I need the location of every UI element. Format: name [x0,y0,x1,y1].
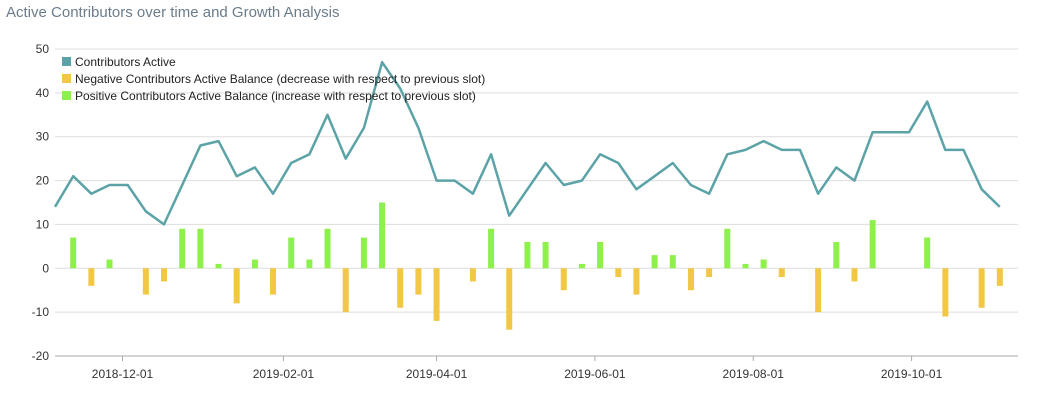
negative-balance-bar [270,268,277,295]
positive-balance-bar [70,237,77,269]
positive-balance-bar [324,228,331,269]
negative-balance-bar [687,268,694,291]
negative-balance-bar [706,268,713,278]
legend-label: Contributors Active [75,55,176,69]
negative-balance-bar [142,268,149,295]
positive-balance-bar [288,237,295,269]
chart-title: Active Contributors over time and Growth… [6,4,340,21]
negative-balance-bar [978,268,985,308]
positive-balance-bar [724,228,731,269]
x-tick-label: 2019-02-01 [253,367,315,381]
positive-balance-bar [106,259,113,269]
negative-balance-bar [996,268,1003,286]
negative-balance-bar [560,268,567,291]
positive-balance-bar [760,259,767,269]
negative-balance-bar [88,268,95,286]
positive-balance-bar [524,241,531,269]
positive-balance-bar [251,259,258,269]
legend-label: Positive Contributors Active Balance (in… [75,89,476,103]
y-tick-label: 20 [36,174,50,188]
negative-balance-bar [161,268,168,282]
y-tick-label: 50 [36,42,50,56]
y-tick-label: 40 [36,86,50,100]
x-tick-label: 2018-12-01 [92,367,154,381]
positive-balance-bar [197,228,204,269]
contributors-active-line [53,60,1001,226]
y-tick-label: 30 [36,130,50,144]
y-tick-label: 10 [36,217,50,231]
positive-balance-bar [669,255,676,269]
negative-balance-bar [851,268,858,282]
negative-balance-bar [615,268,622,278]
negative-balance-bar [397,268,404,308]
positive-balance-bar [179,228,186,269]
positive-balance-bar [651,255,658,269]
positive-balance-bar [379,202,386,269]
negative-balance-bar [815,268,822,313]
negative-balance-bar [633,268,640,295]
positive-balance-bar [306,259,313,269]
positive-balance-bar [833,241,840,269]
positive-balance-bar [742,263,749,269]
positive-balance-bar [215,263,222,269]
positive-balance-bar [869,220,876,269]
y-tick-label: -20 [32,349,50,363]
positive-balance-bar [542,241,549,269]
negative-balance-bar [469,268,476,282]
negative-balance-bar [233,268,240,304]
negative-balance-bar [942,268,949,317]
x-tick-label: 2019-10-01 [881,367,943,381]
positive-balance-bar [578,263,585,269]
x-tick-label: 2019-06-01 [564,367,626,381]
y-tick-label: -10 [32,305,50,319]
legend-swatch [62,74,71,83]
y-tick-label: 0 [42,261,49,275]
negative-balance-bar [342,268,349,313]
positive-balance-bar [488,228,495,269]
positive-balance-bar [597,241,604,269]
x-tick-label: 2019-04-01 [406,367,468,381]
negative-balance-bar [433,268,440,321]
legend-swatch [62,57,71,66]
positive-balance-bar [360,237,367,269]
x-tick-label: 2019-08-01 [723,367,785,381]
positive-balance-bar [924,237,931,269]
legend-swatch [62,91,71,100]
negative-balance-bar [506,268,513,330]
legend-label: Negative Contributors Active Balance (de… [75,72,485,86]
negative-balance-bar [778,268,785,278]
negative-balance-bar [415,268,422,295]
